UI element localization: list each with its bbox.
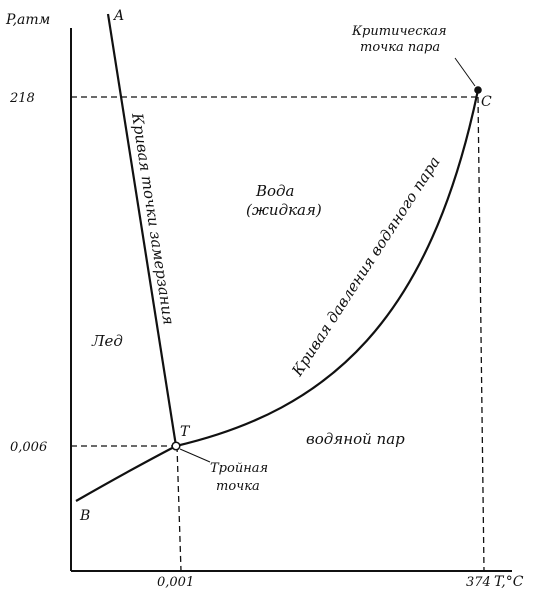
sublimation-curve — [75, 445, 177, 502]
triple-leader — [179, 448, 211, 463]
critical-leader — [454, 57, 476, 87]
triple-point-label-1: Тройная — [210, 461, 268, 476]
point-t-label: T — [180, 424, 191, 440]
y-tick-0006: 0,006 — [10, 440, 47, 455]
critical-point — [474, 86, 482, 94]
triple-point-label-2: точка — [216, 479, 260, 494]
y-axis-label: P,атм — [5, 12, 50, 28]
ice-region-label: Лед — [91, 332, 123, 350]
vapor-curve-label: Кривая давления водяного пара — [288, 153, 444, 380]
critical-point-label-1: Критическая — [351, 24, 447, 39]
freezing-curve — [106, 13, 178, 447]
water-region-label-2: (жидкая) — [246, 201, 322, 219]
x-tick-374: 374 — [466, 575, 491, 590]
triple-point — [171, 441, 181, 451]
point-b-label: B — [79, 508, 90, 524]
x-tick-0001: 0,001 — [157, 575, 194, 590]
dashed-0001 — [176, 445, 182, 572]
water-region-label-1: Вода — [255, 182, 295, 200]
dashed-374 — [477, 96, 485, 572]
point-c-label: C — [481, 94, 492, 110]
y-tick-218: 218 — [9, 91, 35, 106]
vapor-region-label: водяной пар — [306, 430, 405, 448]
point-a-label: A — [112, 8, 124, 24]
critical-point-label-2: точка пара — [360, 40, 440, 55]
vapor-pressure-curve — [175, 89, 480, 448]
x-axis-label: T,°C — [494, 574, 524, 590]
